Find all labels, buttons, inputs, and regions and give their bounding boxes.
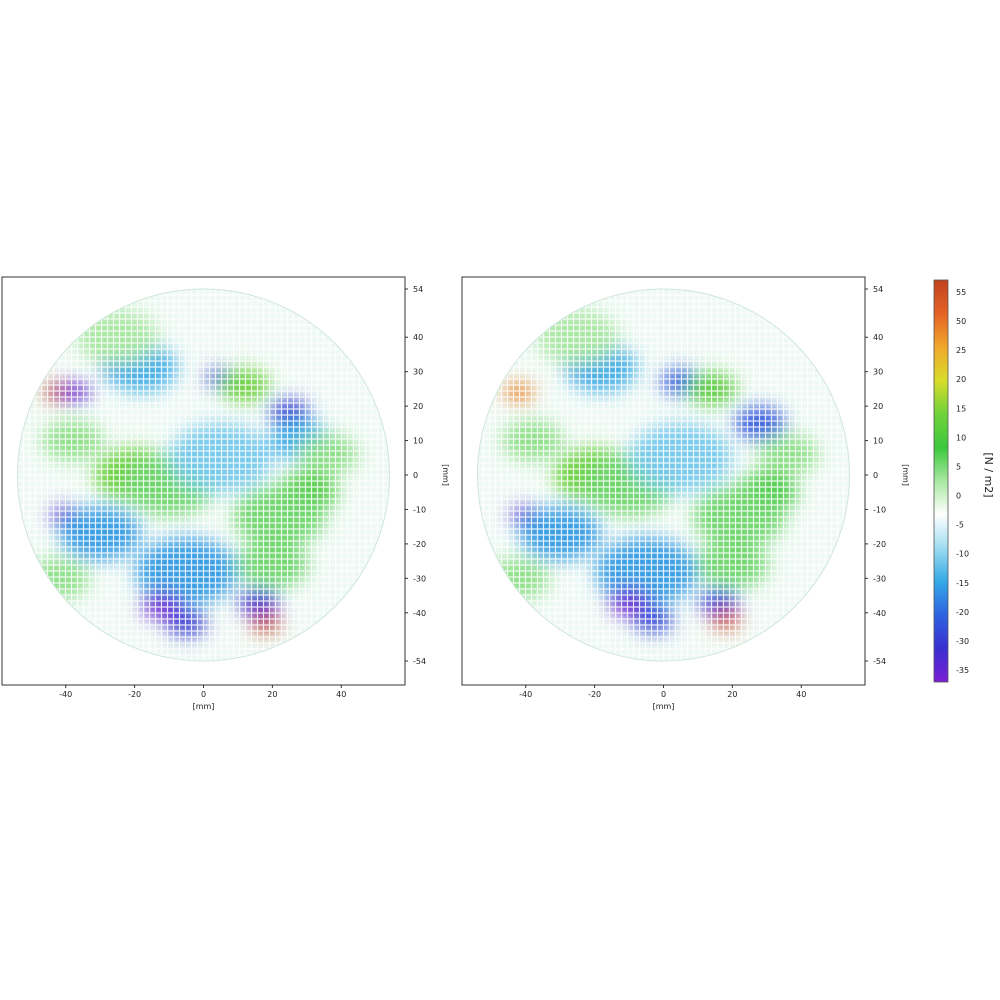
colorbar-tick-label: 0 xyxy=(956,492,961,501)
measurement-disk xyxy=(477,289,850,661)
colorbar-tick-label: -30 xyxy=(956,637,969,646)
x-tick-label: -20 xyxy=(588,690,601,699)
measurement-disk xyxy=(17,289,390,661)
field-feature xyxy=(169,423,273,493)
x-tick-label: 40 xyxy=(336,690,346,699)
y-axis-label: [mm] xyxy=(441,464,450,486)
y-tick-label: -54 xyxy=(413,657,426,666)
x-axis-label: [mm] xyxy=(193,702,215,711)
y-axis-label: [mm] xyxy=(901,464,910,486)
x-tick-label: 20 xyxy=(267,690,277,699)
y-tick-label: 30 xyxy=(873,368,883,377)
colorbar-tick-label: 5 xyxy=(956,462,961,471)
right-heatmap-panel: -40 -20 0 20 40 [mm] 54 40 30 20 10 0 -10 -20 -30 -40 -5… xyxy=(461,276,910,711)
colorbar-tick-label: -35 xyxy=(956,666,969,675)
colorbar-label: [N / m2] xyxy=(982,452,995,497)
colorbar-tick-label: -15 xyxy=(956,579,969,588)
y-tick-label: -20 xyxy=(413,540,426,549)
field-feature xyxy=(632,605,674,634)
disk-outline xyxy=(477,288,850,662)
x-tick-label: 20 xyxy=(727,690,737,699)
field-feature xyxy=(692,485,786,548)
y-tick-label: 10 xyxy=(873,437,883,446)
colorbar-gradient xyxy=(933,279,949,683)
colorbar-tick-label: 55 xyxy=(956,288,966,297)
colorbar-tick-label: 10 xyxy=(956,433,966,442)
colorbar-tick-label: 15 xyxy=(956,404,966,413)
colorbar-tick-label: 20 xyxy=(956,375,966,384)
y-tick-label: 10 xyxy=(413,437,423,446)
y-tick-label: 20 xyxy=(413,402,423,411)
colorbar-tick-label: 25 xyxy=(956,346,966,355)
colorbar-tick-label: -5 xyxy=(956,521,964,530)
field-feature xyxy=(165,609,207,637)
disk-outline xyxy=(17,288,390,662)
x-tick-label: -40 xyxy=(519,690,532,699)
y-tick-label: 30 xyxy=(413,368,423,377)
x-tick-label: 0 xyxy=(201,690,206,699)
field-feature xyxy=(232,485,326,548)
y-tick-label: -30 xyxy=(413,574,426,583)
x-tick-label: -20 xyxy=(128,690,141,699)
y-tick-label: -40 xyxy=(413,609,426,618)
y-tick-label: 20 xyxy=(873,402,883,411)
y-tick-label: -30 xyxy=(873,574,886,583)
y-tick-label: 0 xyxy=(413,471,418,480)
field-feature xyxy=(250,612,281,634)
x-axis-label: [mm] xyxy=(653,702,675,711)
field-feature xyxy=(501,419,564,462)
field-feature xyxy=(41,419,104,462)
colorbar-tick-label: 50 xyxy=(956,317,966,326)
field-feature xyxy=(629,423,733,493)
y-tick-label: -20 xyxy=(873,540,886,549)
y-tick-label: -40 xyxy=(873,609,886,618)
x-tick-label: 40 xyxy=(796,690,806,699)
x-tick-label: 0 xyxy=(661,690,666,699)
y-tick-label: -54 xyxy=(873,657,886,666)
y-tick-label: 40 xyxy=(873,333,883,342)
left-heatmap-panel: -40 -20 0 20 40 [mm] 54 40 30 20 10 0 -10 -20 -30 -40 -5… xyxy=(1,276,450,711)
y-tick-label: -10 xyxy=(873,505,886,514)
y-tick-label: 54 xyxy=(413,285,423,294)
y-tick-label: 40 xyxy=(413,333,423,342)
y-tick-label: 0 xyxy=(873,471,878,480)
x-tick-label: -40 xyxy=(59,690,72,699)
field-feature xyxy=(237,588,280,617)
y-tick-label: -10 xyxy=(413,505,426,514)
colorbar-tick-label: -10 xyxy=(956,550,969,559)
y-tick-label: 54 xyxy=(873,285,883,294)
colorbar-tick-label: -20 xyxy=(956,608,969,617)
